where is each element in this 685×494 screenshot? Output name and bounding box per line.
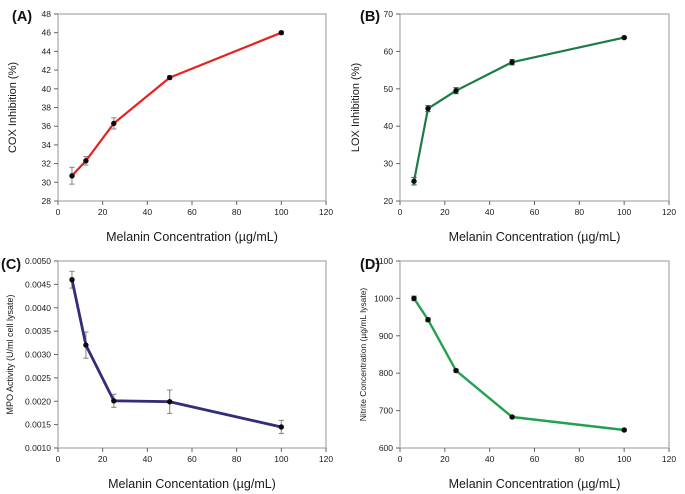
svg-text:600: 600 bbox=[379, 443, 393, 453]
svg-text:MPO Activity (U/ml cell lysate: MPO Activity (U/ml cell lysate) bbox=[5, 294, 15, 414]
svg-text:60: 60 bbox=[384, 46, 394, 56]
svg-text:20: 20 bbox=[384, 196, 394, 206]
svg-text:(A): (A) bbox=[12, 9, 32, 25]
svg-text:(B): (B) bbox=[360, 9, 380, 25]
svg-text:LOX Inhibition (%): LOX Inhibition (%) bbox=[350, 63, 362, 152]
svg-text:100: 100 bbox=[617, 454, 631, 464]
svg-text:COX Inhibition (%): COX Inhibition (%) bbox=[7, 62, 19, 153]
svg-text:120: 120 bbox=[662, 454, 676, 464]
svg-text:20: 20 bbox=[440, 454, 450, 464]
panel-b-lox-inhibition: 0 20 40 60 80 100 120 20 30 40 50 60 70 Melanin Conce… bbox=[342, 0, 685, 247]
svg-text:40: 40 bbox=[384, 121, 394, 131]
svg-text:0: 0 bbox=[56, 207, 61, 217]
svg-text:50: 50 bbox=[384, 84, 394, 94]
svg-text:0.0020: 0.0020 bbox=[25, 396, 51, 406]
chart-c-mpo-svg: 0 20 40 60 80 100 120 0.0010 0.0015 0.0020 0.0025 0… bbox=[1, 256, 333, 491]
svg-text:46: 46 bbox=[42, 28, 52, 38]
svg-text:0.0025: 0.0025 bbox=[25, 373, 51, 383]
svg-text:80: 80 bbox=[575, 207, 585, 217]
svg-text:28: 28 bbox=[42, 196, 52, 206]
svg-text:60: 60 bbox=[530, 454, 540, 464]
panel-a-cox-inhibition: 0 20 40 60 80 100 120 28 30 32 34 36 38 40 42 44 46 48 Mel… bbox=[0, 0, 342, 247]
svg-text:100: 100 bbox=[274, 454, 288, 464]
panel-d-nitrite-concentration: 0 20 40 60 80 100 120 600 700 800 900 1000 1100 Melan… bbox=[342, 247, 685, 494]
chart-b-lox-svg: 0 20 40 60 80 100 120 20 30 40 50 60 70 Melanin Conce… bbox=[350, 9, 676, 244]
svg-text:Melanin Concentation (µg/mL): Melanin Concentation (µg/mL) bbox=[108, 477, 276, 491]
svg-text:1100: 1100 bbox=[375, 256, 394, 266]
svg-text:60: 60 bbox=[187, 207, 197, 217]
svg-text:Nitrite Concentration (µg/mL l: Nitrite Concentration (µg/mL lysate) bbox=[358, 288, 368, 422]
svg-text:44: 44 bbox=[42, 46, 52, 56]
svg-text:(C): (C) bbox=[1, 257, 21, 273]
svg-text:120: 120 bbox=[319, 454, 333, 464]
svg-text:42: 42 bbox=[42, 65, 52, 75]
svg-text:120: 120 bbox=[662, 207, 676, 217]
svg-text:700: 700 bbox=[379, 406, 393, 416]
svg-text:80: 80 bbox=[232, 454, 242, 464]
svg-text:0.0035: 0.0035 bbox=[25, 326, 51, 336]
svg-text:0.0010: 0.0010 bbox=[25, 443, 51, 453]
svg-text:40: 40 bbox=[42, 84, 52, 94]
svg-text:0.0030: 0.0030 bbox=[25, 350, 51, 360]
svg-text:100: 100 bbox=[617, 207, 631, 217]
svg-text:0.0015: 0.0015 bbox=[25, 420, 51, 430]
svg-text:Melanin Concentration (µg/mL): Melanin Concentration (µg/mL) bbox=[449, 477, 621, 491]
svg-text:(D): (D) bbox=[360, 257, 380, 273]
svg-text:34: 34 bbox=[42, 140, 52, 150]
svg-text:36: 36 bbox=[42, 121, 52, 131]
svg-text:40: 40 bbox=[143, 207, 153, 217]
svg-text:70: 70 bbox=[384, 9, 394, 19]
svg-text:60: 60 bbox=[530, 207, 540, 217]
chart-d-nitrite-svg: 0 20 40 60 80 100 120 600 700 800 900 1000 1100 Melan… bbox=[358, 256, 676, 491]
svg-text:60: 60 bbox=[187, 454, 197, 464]
svg-text:80: 80 bbox=[575, 454, 585, 464]
svg-text:100: 100 bbox=[274, 207, 288, 217]
svg-text:Melanin Concentration (µg/mL): Melanin Concentration (µg/mL) bbox=[106, 230, 278, 244]
svg-text:40: 40 bbox=[485, 207, 495, 217]
chart-a-cox-svg: 0 20 40 60 80 100 120 28 30 32 34 36 38 40 42 44 46 48 Mel… bbox=[7, 9, 333, 244]
svg-text:0: 0 bbox=[398, 207, 403, 217]
svg-text:32: 32 bbox=[42, 159, 52, 169]
panel-c-mpo-activity: 0 20 40 60 80 100 120 0.0010 0.0015 0.0020 0.0025 0… bbox=[0, 247, 342, 494]
svg-text:0: 0 bbox=[398, 454, 403, 464]
svg-text:40: 40 bbox=[485, 454, 495, 464]
svg-text:48: 48 bbox=[42, 9, 52, 19]
svg-text:20: 20 bbox=[440, 207, 450, 217]
svg-text:40: 40 bbox=[143, 454, 153, 464]
svg-text:30: 30 bbox=[384, 159, 394, 169]
svg-text:38: 38 bbox=[42, 103, 52, 113]
svg-text:0.0045: 0.0045 bbox=[25, 279, 51, 289]
svg-text:0: 0 bbox=[56, 454, 61, 464]
svg-text:800: 800 bbox=[379, 368, 393, 378]
svg-text:20: 20 bbox=[98, 207, 108, 217]
svg-text:1000: 1000 bbox=[374, 293, 393, 303]
svg-text:900: 900 bbox=[379, 331, 393, 341]
svg-text:0.0050: 0.0050 bbox=[25, 256, 51, 266]
svg-text:20: 20 bbox=[98, 454, 108, 464]
svg-text:80: 80 bbox=[232, 207, 242, 217]
svg-text:30: 30 bbox=[42, 177, 52, 187]
svg-text:0.0040: 0.0040 bbox=[25, 303, 51, 313]
svg-text:Melanin Concentration (µg/mL): Melanin Concentration (µg/mL) bbox=[449, 230, 621, 244]
svg-text:120: 120 bbox=[319, 207, 333, 217]
